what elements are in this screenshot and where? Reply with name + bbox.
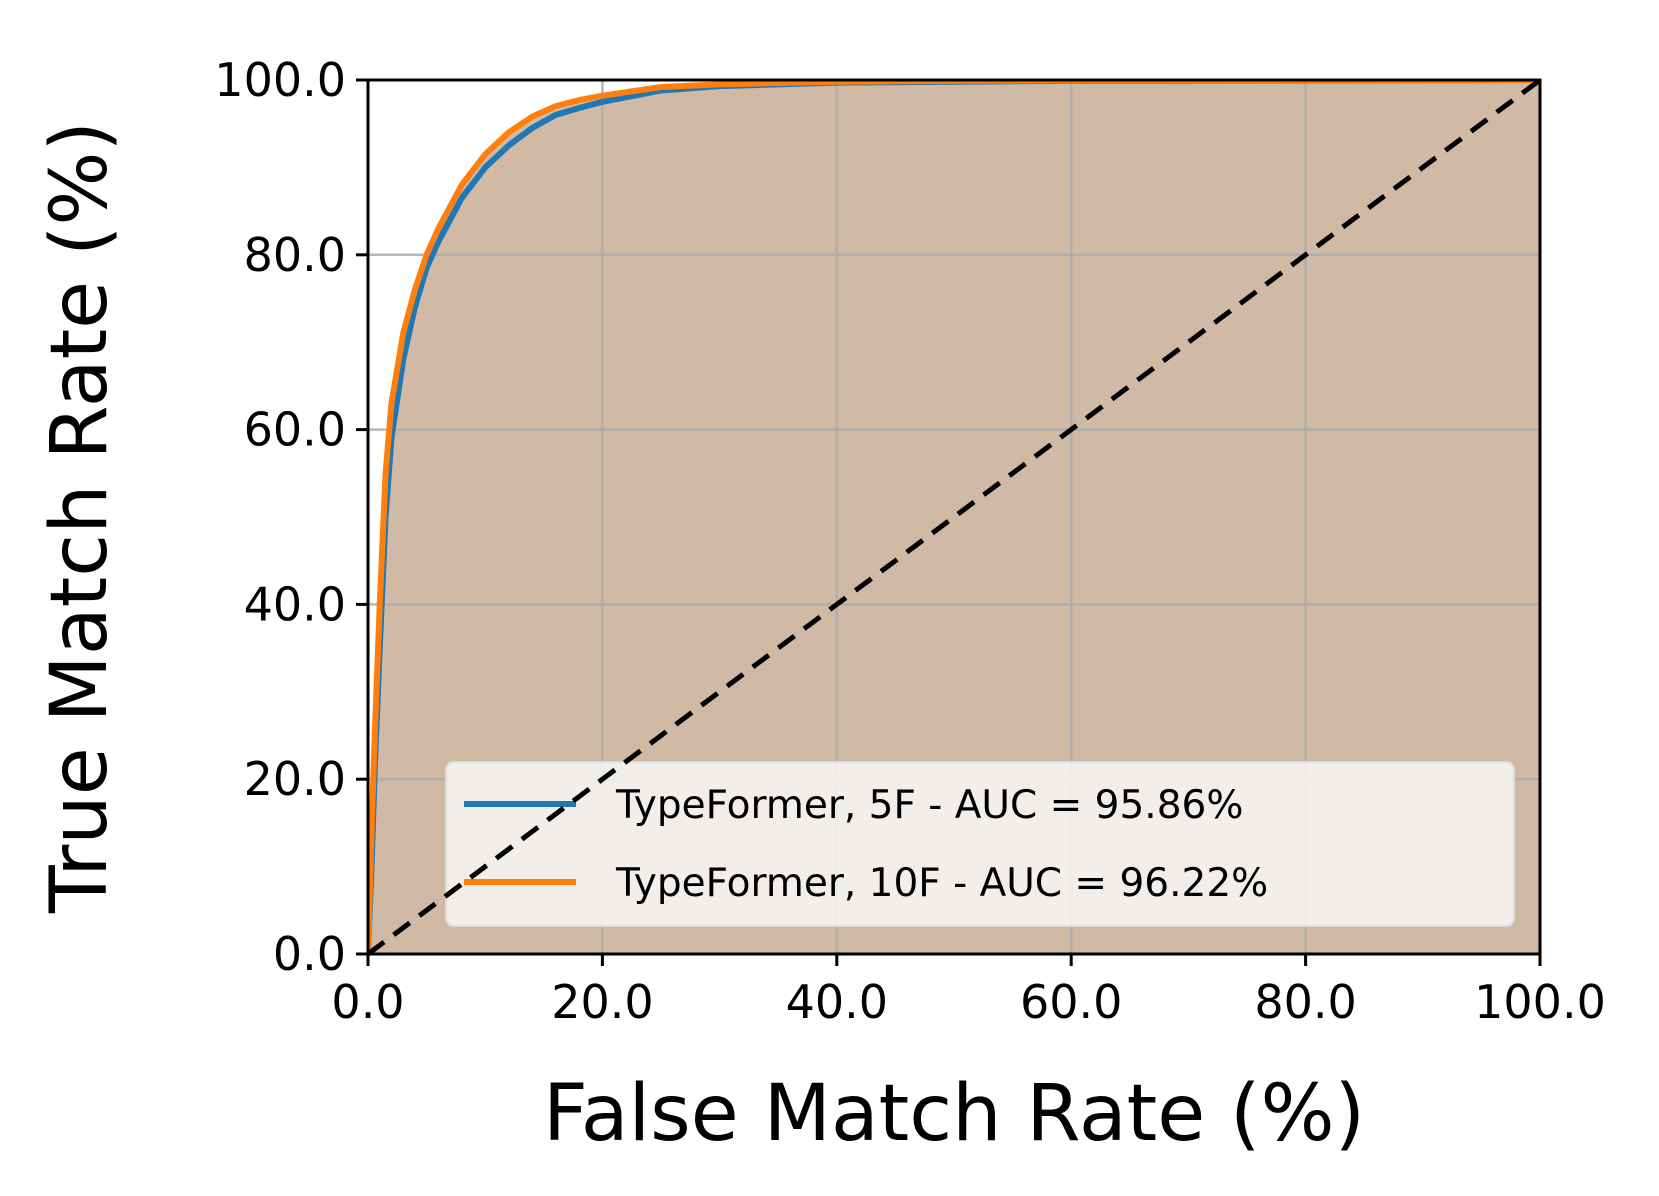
diagonal-reference-line [366,77,1542,957]
x-tick-label-2: 40.0 [786,975,888,1029]
y-tick-label-4: 80.0 [244,228,346,282]
y-tick-label-2: 40.0 [244,577,346,631]
legend-label-0: TypeFormer, 5F - AUC = 95.86% [615,783,1243,828]
legend-label-1: TypeFormer, 10F - AUC = 96.22% [615,861,1268,906]
y-tick-label-1: 20.0 [244,752,346,806]
y-tick-label-3: 60.0 [244,403,346,457]
legend-box [445,761,1515,927]
x-tick-label-3: 60.0 [1020,975,1122,1029]
plot-frame [366,78,1542,956]
y-tick-label-5: 100.0 [214,53,346,107]
x-tick-label-0: 0.0 [331,975,404,1029]
x-tick-label-5: 100.0 [1474,975,1606,1029]
axis-ticks: 0.0 20.0 40.0 60.0 80.0 100.0 0.0 20.0 40.0 60.0 8… [214,53,1606,1029]
x-axis-label: False Match Rate (%) [543,1069,1365,1159]
x-tick-label-1: 20.0 [551,975,653,1029]
series-line-1 [368,80,1540,954]
legend: TypeFormer, 5F - AUC = 95.86% TypeFormer,… [445,761,1515,927]
y-axis-label: True Match Rate (%) [35,121,125,914]
x-tick-label-4: 80.0 [1254,975,1356,1029]
roc-curves [368,80,1540,954]
y-tick-label-0: 0.0 [273,927,346,981]
